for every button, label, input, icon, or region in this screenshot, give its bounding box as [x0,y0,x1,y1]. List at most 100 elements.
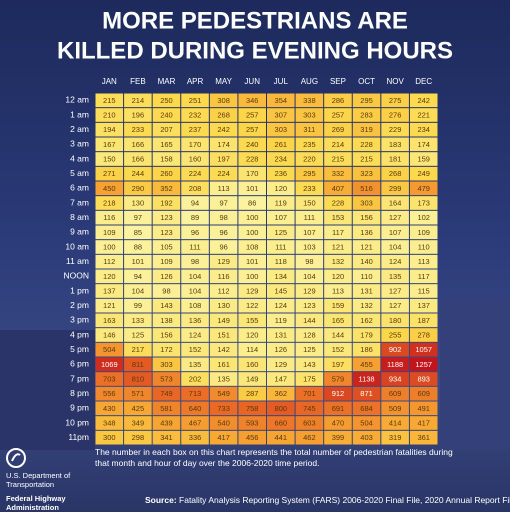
cell-label: 455 [360,360,373,369]
cell-label: 462 [303,433,316,442]
cell [152,357,181,372]
cell [295,416,324,430]
cell-label: 491 [417,404,430,413]
cell [267,254,295,269]
cell [124,196,152,210]
cell-label: 127 [389,301,402,310]
cell-label: 414 [389,418,402,427]
row-label: 4 am [70,153,89,163]
cell-label: 703 [103,374,116,383]
cell-label: 240 [246,140,259,149]
cell [95,386,124,401]
cell [267,328,295,342]
column-label: JUN [244,77,260,86]
cell [209,152,238,166]
cell-label: 97 [219,198,227,207]
cell-label: 549 [217,389,230,398]
cell [152,328,181,342]
cell-label: 311 [303,125,315,134]
cell [352,357,381,372]
cell-label: 332 [332,169,345,178]
row-label: 9 pm [70,403,89,413]
cell [324,240,352,254]
cell-label: 131 [275,330,288,339]
cell-label: 125 [275,228,288,237]
row-label: 3 am [70,139,89,149]
cell-label: 504 [103,345,116,354]
cell [352,166,381,181]
cell [124,313,152,328]
cell-label: 122 [246,301,259,310]
cell-label: 352 [160,184,173,193]
cell-label: 479 [417,184,430,193]
cell [352,108,381,122]
cell [267,240,295,254]
cell [267,210,295,225]
cell [295,430,324,445]
cell-label: 276 [389,110,402,119]
cell-label: 319 [360,125,373,134]
cell [124,108,152,122]
cell [352,225,381,240]
cell [295,108,324,122]
cell [181,298,209,313]
cell-label: 323 [360,169,373,178]
cell-label: 129 [303,286,316,295]
cell-label: 117 [418,272,430,281]
cell-label: 135 [217,374,230,383]
cell-label: 113 [418,257,430,266]
cell-label: 183 [389,140,402,149]
cell [352,93,381,108]
cell [409,122,438,137]
cell-label: 152 [189,345,202,354]
column-label: OCT [358,77,375,86]
cell [95,210,124,225]
cell [381,342,409,357]
cell [95,372,124,386]
cell-label: 116 [218,272,230,281]
cell-label: 149 [217,316,230,325]
cell-label: 257 [246,110,259,119]
cell [181,240,209,254]
cell [267,357,295,372]
cell [238,196,266,210]
cell-label: 129 [275,360,288,369]
cell [295,196,324,210]
cell-label: 162 [360,316,373,325]
cell [124,342,152,357]
cell [95,166,124,181]
cell [124,225,152,240]
cell [295,240,324,254]
cell-label: 295 [360,96,373,105]
cell-label: 89 [191,213,199,222]
cell [181,284,209,298]
cell-label: 233 [303,184,316,193]
cell [238,357,266,372]
cell-label: 109 [160,257,173,266]
cell [409,137,438,152]
cell [381,137,409,152]
cell-label: 151 [217,330,230,339]
cell [238,416,266,430]
cell [352,372,381,386]
cell-label: 242 [217,125,230,134]
cell-label: 170 [189,140,202,149]
cell [324,386,352,401]
cell [267,401,295,416]
cell-label: 150 [303,198,316,207]
cell [238,93,266,108]
cell [152,342,181,357]
cell-label: 104 [189,286,202,295]
cell [409,210,438,225]
cell-label: 123 [160,213,173,222]
row-label: 2 pm [70,300,89,310]
cell [152,122,181,137]
cell-label: 153 [332,213,345,222]
cell-label: 233 [132,125,145,134]
cell-label: 1188 [387,360,403,369]
cell-label: 125 [303,345,316,354]
cell-label: 107 [275,213,288,222]
cell-label: 128 [303,330,316,339]
cell [124,240,152,254]
cell [152,196,181,210]
